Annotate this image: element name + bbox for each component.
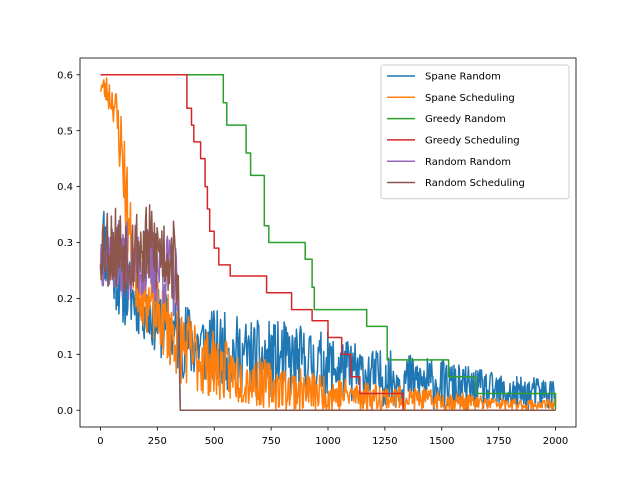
series-line-random-scheduling [99, 204, 556, 411]
x-tick-label: 1000 [315, 436, 340, 447]
series-line-spane-scheduling [99, 77, 556, 411]
y-tick-label: 0.3 [57, 238, 73, 249]
y-tick-label: 0.4 [57, 182, 73, 193]
legend-label: Greedy Random [425, 114, 506, 125]
y-tick-label: 0.6 [57, 70, 73, 81]
x-tick-label: 0 [97, 436, 103, 447]
legend-label: Spane Random [425, 72, 501, 83]
x-tick-label: 1750 [486, 436, 511, 447]
y-tick-label: 0.0 [57, 406, 73, 417]
x-tick-label: 250 [148, 436, 167, 447]
x-tick-label: 1250 [372, 436, 397, 447]
legend: Spane Random Spane Scheduling Greedy Rando… [380, 64, 570, 200]
series-line-greedy-scheduling [100, 74, 556, 411]
legend-label: Random Random [425, 157, 511, 168]
y-tick-label: 0.5 [57, 126, 73, 137]
axes: 0 250 500 750 1000 1250 1500 1750 2000 0.0 0.1 0.2 0… [57, 57, 577, 447]
x-tick-label: 2000 [543, 436, 568, 447]
x-tick-label: 750 [262, 436, 281, 447]
legend-box [380, 64, 570, 200]
y-tick-label: 0.1 [57, 350, 73, 361]
plot-area [99, 74, 557, 411]
series-layer [99, 74, 557, 411]
x-tick-label: 1500 [429, 436, 454, 447]
legend-label: Greedy Scheduling [425, 136, 520, 147]
legend-label: Random Scheduling [425, 178, 525, 189]
series-line-greedy-random [100, 74, 557, 411]
legend-label: Spane Scheduling [425, 93, 515, 104]
x-tick-label: 500 [205, 436, 224, 447]
y-tick-label: 0.2 [57, 294, 73, 305]
